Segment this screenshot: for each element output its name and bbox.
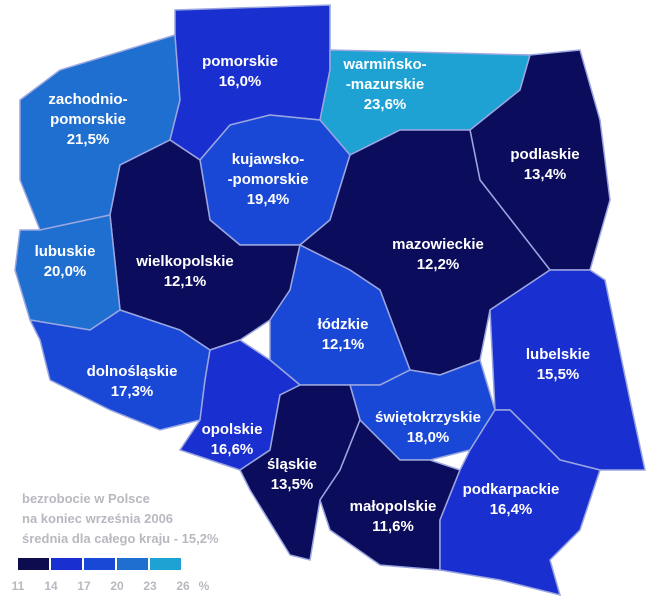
region-name: mazowieckie	[392, 236, 484, 253]
region-name: dolnośląskie	[87, 363, 178, 380]
legend-swatch	[150, 558, 181, 570]
legend-tick: 14	[44, 579, 58, 593]
region-name: zachodnio-	[48, 91, 127, 108]
legend-unit: %	[199, 579, 210, 593]
legend-swatch	[117, 558, 148, 570]
region-name: śląskie	[267, 456, 317, 473]
region-name: łódzkie	[318, 316, 369, 333]
region-value: 23,6%	[364, 96, 407, 113]
region-name: -mazurskie	[346, 76, 424, 93]
legend-swatch	[51, 558, 82, 570]
region-value: 17,3%	[111, 383, 154, 400]
region-name: świętokrzyskie	[375, 409, 481, 426]
region-name: lubuskie	[35, 243, 96, 260]
region-name: kujawsko-	[232, 151, 305, 168]
region-value: 19,4%	[247, 191, 290, 208]
legend-swatch	[84, 558, 115, 570]
region	[239, 384, 361, 561]
legend-tick: 26	[176, 579, 190, 593]
info-text: średnia dla całego kraju - 15,2%	[22, 531, 219, 546]
region-value: 16,4%	[490, 501, 533, 518]
legend-tick: 23	[143, 579, 157, 593]
info-text: bezrobocie w Polsce	[22, 491, 150, 506]
region-value: 12,1%	[164, 273, 207, 290]
region-value: 15,5%	[537, 366, 580, 383]
region-value: 13,4%	[524, 166, 567, 183]
region-name: podlaskie	[510, 146, 579, 163]
region-name: warmińsko-	[342, 56, 426, 73]
legend-swatch	[18, 558, 49, 570]
region-value: 12,1%	[322, 336, 365, 353]
region-name: pomorskie	[50, 111, 126, 128]
region-name: lubelskie	[526, 346, 590, 363]
legend-tick: 17	[77, 579, 91, 593]
region-value: 16,0%	[219, 73, 262, 90]
region-value: 21,5%	[67, 131, 110, 148]
region-name: podkarpackie	[463, 481, 560, 498]
region-name: wielkopolskie	[135, 253, 234, 270]
region-name: -pomorskie	[228, 171, 309, 188]
region-value: 16,6%	[211, 441, 254, 458]
region-value: 18,0%	[407, 429, 450, 446]
region-name: pomorskie	[202, 53, 278, 70]
legend-tick: 11	[12, 579, 25, 593]
region-value: 13,5%	[271, 476, 314, 493]
region-name: opolskie	[202, 421, 263, 438]
info-text: na koniec września 2006	[22, 511, 173, 526]
region-value: 12,2%	[417, 256, 460, 273]
region	[439, 409, 601, 597]
region-value: 20,0%	[44, 263, 87, 280]
region-value: 11,6%	[372, 518, 414, 535]
legend-tick: 20	[110, 579, 124, 593]
region-name: małopolskie	[350, 498, 437, 515]
